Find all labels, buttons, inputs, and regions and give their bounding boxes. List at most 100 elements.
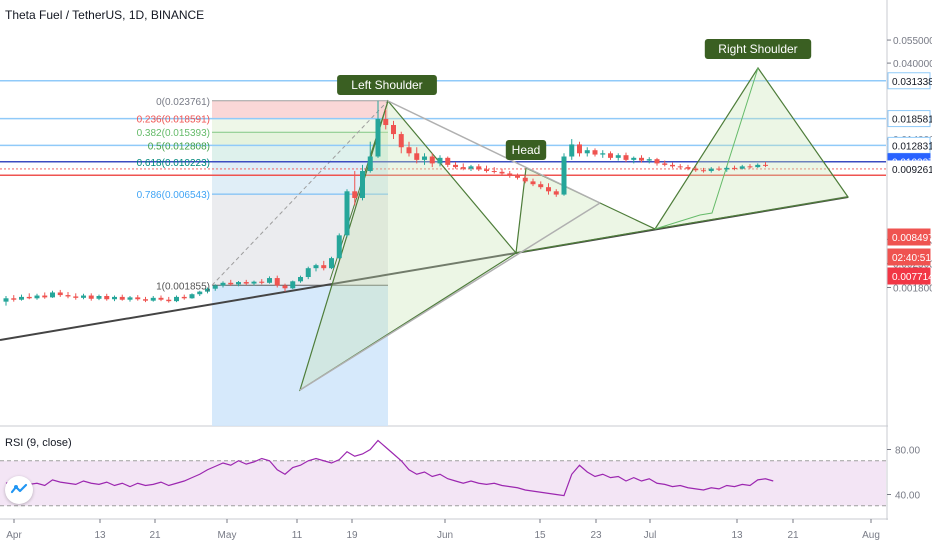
price-label-text: 02:40:51 (892, 253, 931, 264)
candle-body (631, 157, 637, 160)
candle-body (360, 171, 365, 198)
candle-body (321, 265, 327, 269)
candle-body (639, 157, 644, 161)
time-tick-label: 21 (787, 530, 799, 541)
candle-body (747, 166, 753, 168)
time-tick-label: Apr (6, 530, 22, 541)
candle-body (34, 295, 40, 299)
candles-layer (3, 100, 768, 306)
candle-body (422, 156, 427, 160)
candle-body (96, 295, 102, 299)
candle-body (305, 268, 311, 278)
candle-body (491, 171, 497, 173)
candle-body (367, 156, 373, 172)
candle-body (414, 153, 420, 160)
candle-body (662, 163, 668, 165)
rsi-tick-label: 80.00 (895, 446, 920, 457)
candle-body (654, 159, 660, 164)
time-tick-label: 23 (590, 530, 602, 541)
tradingview-logo-icon[interactable] (5, 476, 33, 504)
annotation-label: Left Shoulder (351, 78, 422, 92)
price-tick-label: 0.001800 (893, 283, 932, 294)
fib-zone (212, 161, 388, 195)
annotation-box (337, 75, 437, 95)
candle-body (19, 296, 24, 300)
fib-level-label: 0(0.023761) (156, 97, 210, 108)
candle-body (205, 288, 210, 292)
candle-body (150, 297, 156, 301)
price-tick-label: 0.040000 (893, 59, 932, 70)
price-label-box (887, 267, 931, 285)
right-shoulder-triangle (653, 66, 850, 230)
annotation-label: Right Shoulder (718, 42, 797, 56)
rsi-tick-label: 40.00 (895, 491, 920, 502)
candle-body (739, 166, 745, 169)
annotation-box (505, 140, 547, 160)
rsi-line (5, 439, 774, 497)
rsi-label: RSI (9, close) (5, 437, 72, 449)
candle-body (174, 296, 179, 302)
price-label-text: 0.008497 (892, 233, 932, 244)
candle-body (344, 191, 350, 236)
fib-level-label: 0.618(0.010223) (137, 158, 210, 169)
candle-body (724, 167, 730, 170)
price-label-text: 0.031338 (892, 77, 932, 88)
candle-body (220, 282, 226, 286)
candle-body (143, 299, 148, 301)
fib-level-label: 0.382(0.015393) (137, 128, 210, 139)
candle-body (158, 297, 164, 300)
candle-body (569, 144, 575, 157)
candle-body (298, 277, 303, 282)
candle-body (522, 177, 528, 182)
time-tick-label: 19 (346, 530, 358, 541)
candle-body (530, 181, 536, 185)
fib-zone-extension (212, 285, 388, 426)
price-label-box (887, 160, 931, 178)
time-tick-label: Aug (862, 530, 880, 541)
price-label-box (887, 110, 931, 128)
candle-body (251, 281, 257, 284)
price-label-text: 0.012831 (892, 141, 932, 152)
candle-body (127, 297, 133, 300)
candle-body (104, 295, 110, 300)
price-axis: 0.0550000.0400000.0140000.0035000.002500… (887, 0, 932, 530)
candle-body (65, 295, 71, 297)
fib-zone (212, 145, 388, 162)
candle-body (11, 298, 17, 300)
candle-body (57, 292, 63, 296)
candle-body (352, 191, 358, 198)
time-tick-label: Jul (644, 530, 657, 541)
candle-body (259, 281, 265, 283)
candle-body (693, 168, 699, 171)
fib-zone (212, 194, 388, 286)
candle-body (677, 166, 683, 168)
candle-body (592, 150, 598, 155)
candle-body (398, 134, 404, 148)
left-shoulder-triangle (298, 99, 517, 392)
candle-body (453, 164, 458, 168)
fib-zone (212, 100, 388, 119)
candle-body (212, 285, 218, 289)
candle-body (81, 295, 86, 298)
candle-body (236, 282, 241, 285)
price-label-box (887, 228, 931, 246)
rsi-pane (0, 439, 886, 507)
fib-zone (212, 132, 388, 146)
chart-title: Theta Fuel / TetherUS, 1D, BINANCE (5, 8, 205, 22)
candle-body (445, 157, 451, 165)
candle-body (584, 150, 590, 154)
candle-body (561, 156, 567, 195)
candle-body (515, 176, 520, 178)
candle-body (135, 297, 141, 300)
candle-body (460, 167, 466, 169)
candle-body (763, 164, 768, 166)
price-label-text: 0.009261 (892, 165, 932, 176)
candle-body (546, 187, 551, 192)
annotation-box (704, 39, 812, 59)
time-tick-label: 13 (731, 530, 743, 541)
candle-body (375, 118, 381, 157)
time-tick-label: 21 (149, 530, 161, 541)
fib-level-label: 0.236(0.018591) (137, 115, 210, 126)
candle-body (243, 282, 249, 284)
candle-body (708, 168, 714, 172)
